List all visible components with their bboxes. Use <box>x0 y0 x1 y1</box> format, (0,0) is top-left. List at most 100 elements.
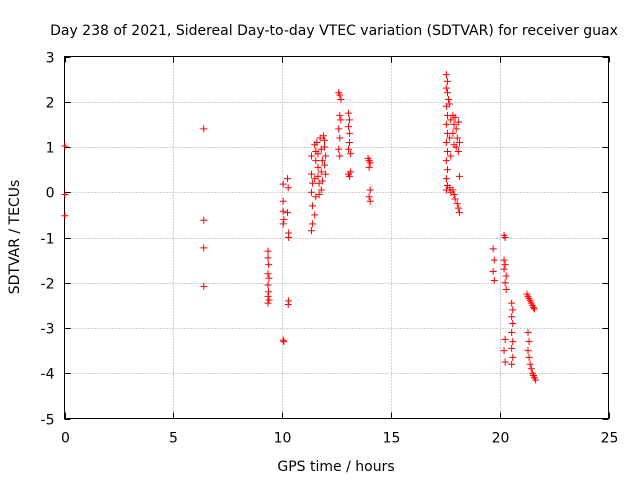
data-point <box>452 125 460 133</box>
data-point <box>322 170 330 178</box>
data-point <box>318 157 326 165</box>
data-point <box>344 145 352 153</box>
x-tick-label: 15 <box>383 431 401 447</box>
data-point <box>279 207 287 215</box>
data-point <box>307 170 315 178</box>
data-point <box>279 197 287 205</box>
data-point <box>264 247 272 255</box>
data-point <box>446 134 454 142</box>
data-point <box>284 184 292 192</box>
data-point <box>501 335 509 343</box>
data-point <box>344 109 352 117</box>
y-axis-ticks: -5 -4 -3 -2 -1 0 1 2 3 <box>41 51 609 429</box>
data-point <box>449 186 457 194</box>
data-point <box>508 299 516 307</box>
data-point <box>526 360 534 368</box>
data-point <box>529 304 537 312</box>
data-point <box>280 338 288 346</box>
data-point <box>61 212 69 220</box>
data-point <box>279 220 287 228</box>
data-point <box>314 172 322 180</box>
data-point <box>443 77 451 85</box>
data-point <box>442 175 450 183</box>
data-point <box>508 329 516 337</box>
data-point <box>450 120 458 128</box>
data-point <box>311 211 319 219</box>
data-point <box>500 347 508 355</box>
data-point <box>309 202 317 210</box>
data-point <box>313 138 321 146</box>
x-tick-label: 10 <box>274 431 292 447</box>
data-point <box>200 244 208 252</box>
data-point <box>265 261 273 269</box>
y-tick-label: -3 <box>41 322 55 338</box>
data-point <box>449 129 457 137</box>
data-point <box>264 254 272 262</box>
data-point <box>502 272 510 280</box>
data-point <box>307 188 315 196</box>
data-point <box>508 360 516 368</box>
data-point <box>317 186 325 194</box>
data-point <box>508 344 516 352</box>
data-point <box>200 282 208 290</box>
x-tick-label: 5 <box>169 431 178 447</box>
data-point <box>442 84 450 92</box>
data-point <box>309 179 317 187</box>
data-point <box>366 186 374 194</box>
data-point <box>525 353 533 361</box>
y-tick-label: 3 <box>46 51 55 67</box>
data-point <box>500 265 508 273</box>
data-point <box>454 118 462 126</box>
data-point <box>447 116 455 124</box>
data-point <box>321 136 329 144</box>
data-point <box>314 163 322 171</box>
x-tick-label: 20 <box>492 431 510 447</box>
data-point <box>443 148 451 156</box>
data-point <box>509 338 517 346</box>
y-tick-label: -4 <box>41 367 55 383</box>
data-point <box>443 166 451 174</box>
y-tick-label: 1 <box>46 141 55 157</box>
data-point <box>347 150 355 158</box>
data-point <box>200 216 208 224</box>
x-axis-ticks: 0 5 10 15 20 25 <box>61 56 619 447</box>
data-point <box>346 138 354 146</box>
data-point <box>524 329 532 337</box>
data-point <box>284 300 292 308</box>
data-point <box>443 89 451 97</box>
data-point <box>319 132 327 140</box>
data-point <box>264 270 272 278</box>
data-point <box>336 111 344 119</box>
data-point <box>336 91 344 99</box>
data-point <box>279 336 287 344</box>
data-point <box>442 138 450 146</box>
chart-title: Day 238 of 2021, Sidereal Day-to-day VTE… <box>50 23 618 39</box>
data-point <box>265 274 273 282</box>
data-point <box>285 234 293 241</box>
x-tick-label: 25 <box>601 431 619 447</box>
data-point <box>490 256 498 264</box>
data-point <box>525 338 533 346</box>
data-point <box>452 143 460 151</box>
data-point <box>312 157 320 165</box>
data-point <box>490 276 498 284</box>
data-point <box>346 116 354 124</box>
data-point <box>264 292 272 300</box>
data-point <box>344 123 352 131</box>
data-point <box>264 299 272 307</box>
data-point <box>527 365 535 373</box>
data-point <box>315 191 323 199</box>
data-point <box>337 95 345 103</box>
data-point <box>454 204 462 212</box>
data-point <box>455 172 463 180</box>
data-point <box>284 175 292 183</box>
data-point <box>366 159 374 167</box>
data-point <box>508 313 516 321</box>
data-point <box>309 220 317 228</box>
y-tick-label: -1 <box>41 232 55 248</box>
data-point <box>531 305 539 313</box>
data-point <box>455 138 463 146</box>
y-tick-label: 2 <box>46 96 55 112</box>
data-point <box>509 353 517 361</box>
